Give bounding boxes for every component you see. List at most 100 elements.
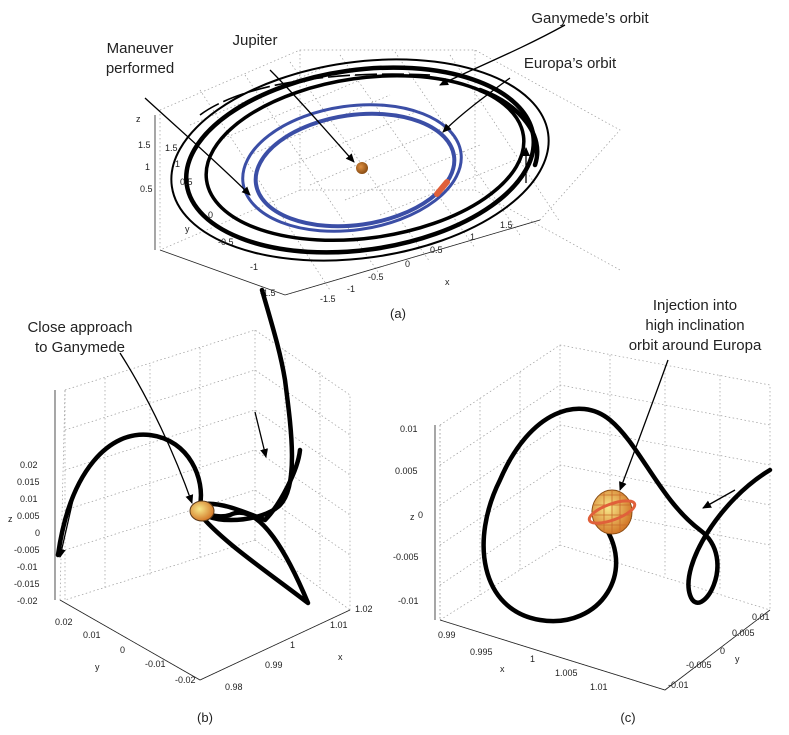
ptr-maneuver — [144, 97, 251, 196]
label-close-1: Close approach — [27, 319, 132, 336]
panel-c-axes-frame — [439, 609, 771, 691]
c-xtick-1: 0.995 — [470, 647, 493, 657]
ptr-jupiter — [269, 69, 355, 163]
b-ztick-8: -0.02 — [17, 596, 38, 606]
b-ztick-7: -0.015 — [14, 579, 40, 589]
panel-c-ticks: 0.01 0.005 0 -0.005 -0.01 z 0.99 0.995 1… — [393, 424, 770, 692]
b-ytick-0: 0.02 — [55, 617, 73, 627]
a-ytick-6: -1.5 — [260, 288, 276, 298]
b-ztick-0: 0.02 — [20, 460, 38, 470]
label-maneuver-2: performed — [106, 60, 174, 77]
a-xtick-3: 0 — [405, 259, 410, 269]
label-jupiter: Jupiter — [232, 32, 277, 49]
c-xtick-3: 1.005 — [555, 668, 578, 678]
b-ytick-2: 0 — [120, 645, 125, 655]
a-ylabel: y — [185, 224, 190, 234]
a-zlabel: z — [136, 114, 141, 124]
a-ytick-4: -0.5 — [218, 237, 234, 247]
b-ztick-6: -0.01 — [17, 562, 38, 572]
panel-a-europa-orbit — [241, 103, 463, 233]
europa-sphere — [587, 489, 637, 535]
panel-a-trajectory — [170, 58, 550, 262]
b-ztick-2: 0.01 — [20, 494, 38, 504]
c-xtick-0: 0.99 — [438, 630, 456, 640]
a-xtick-1: -1 — [347, 284, 355, 294]
c-ytick-3: -0.005 — [686, 660, 712, 670]
c-xlabel: x — [500, 664, 505, 674]
b-xtick-4: 0.98 — [225, 682, 243, 692]
c-ytick-4: -0.01 — [668, 680, 689, 690]
panel-b-axes-frame — [59, 599, 351, 681]
b-ytick-4: -0.02 — [175, 675, 196, 685]
panel-b: Close approach to Ganymede 0.02 0.015 0.… — [8, 287, 373, 725]
b-ztick-4: 0 — [35, 528, 40, 538]
label-europa-orbit: Europa’s orbit — [524, 55, 617, 72]
c-zlabel: z — [410, 512, 415, 522]
panel-a-axes-frame — [159, 219, 541, 296]
b-xtick-0: 1.02 — [355, 604, 373, 614]
c-xtick-2: 1 — [530, 654, 535, 664]
a-xtick-4: 0.5 — [430, 245, 443, 255]
caption-a: (a) — [390, 306, 406, 321]
panel-a-ticks: -1.5 -1 -0.5 0 0.5 1 1.5 x 1.5 1 0.5 0 -… — [136, 114, 513, 304]
caption-c: (c) — [620, 710, 635, 725]
a-ytick-5: -1 — [250, 262, 258, 272]
b-xtick-2: 1 — [290, 640, 295, 650]
label-inj-1: Injection into — [653, 297, 737, 314]
b-ylabel: y — [95, 662, 100, 672]
jupiter-dot — [356, 162, 368, 174]
a-ztick-0: 1.5 — [138, 140, 151, 150]
c-ytick-1: 0.005 — [732, 628, 755, 638]
a-ytick-1: 1 — [175, 159, 180, 169]
b-ytick-3: -0.01 — [145, 659, 166, 669]
ganymede-sphere — [189, 500, 215, 522]
a-xtick-5: 1 — [470, 232, 475, 242]
b-ztick-5: -0.005 — [14, 545, 40, 555]
c-ztick-0: 0.01 — [400, 424, 418, 434]
b-xtick-3: 0.99 — [265, 660, 283, 670]
panel-c-trajectory — [481, 406, 773, 624]
direction-arrow-b1 — [57, 499, 74, 558]
ptr-injection — [619, 359, 669, 491]
c-xtick-4: 1.01 — [590, 682, 608, 692]
maneuver-marker — [434, 179, 450, 197]
b-xtick-1: 1.01 — [330, 620, 348, 630]
a-xtick-2: -0.5 — [368, 272, 384, 282]
panel-c: Injection into high inclination orbit ar… — [393, 297, 773, 725]
caption-b: (b) — [197, 710, 213, 725]
b-zlabel: z — [8, 514, 13, 524]
c-ytick-0: 0.01 — [752, 612, 770, 622]
direction-arrow-c — [702, 489, 736, 509]
a-ztick-2: 0.5 — [140, 184, 153, 194]
label-ganymede-orbit: Ganymede’s orbit — [531, 10, 649, 27]
ptr-ganymede — [439, 24, 566, 86]
a-ytick-3: 0 — [208, 210, 213, 220]
c-ztick-2: 0 — [418, 510, 423, 520]
direction-arrow-b2 — [254, 411, 268, 458]
ptr-close-approach — [119, 352, 194, 504]
a-xlabel: x — [445, 277, 450, 287]
label-inj-2: high inclination — [645, 317, 744, 334]
panel-a-grid — [159, 49, 621, 296]
label-close-2: to Ganymede — [35, 339, 125, 356]
a-xtick-6: 1.5 — [500, 220, 513, 230]
label-inj-3: orbit around Europa — [629, 337, 762, 354]
c-ztick-3: -0.005 — [393, 552, 419, 562]
b-ytick-1: 0.01 — [83, 630, 101, 640]
panel-b-trajectory — [55, 287, 311, 606]
c-ytick-2: 0 — [720, 646, 725, 656]
a-ytick-2: 0.5 — [180, 177, 193, 187]
c-ylabel: y — [735, 654, 740, 664]
panel-b-ticks: 0.02 0.015 0.01 0.005 0 -0.005 -0.01 -0.… — [8, 460, 373, 692]
b-ztick-3: 0.005 — [17, 511, 40, 521]
c-ztick-4: -0.01 — [398, 596, 419, 606]
panel-a: Ganymede’s orbit Europa’s orbit Jupiter … — [106, 10, 650, 321]
b-ztick-1: 0.015 — [17, 477, 40, 487]
b-xlabel: x — [338, 652, 343, 662]
a-xtick-0: -1.5 — [320, 294, 336, 304]
a-ytick-0: 1.5 — [165, 143, 178, 153]
ptr-europa — [442, 77, 511, 133]
a-ztick-1: 1 — [145, 162, 150, 172]
c-ztick-1: 0.005 — [395, 466, 418, 476]
